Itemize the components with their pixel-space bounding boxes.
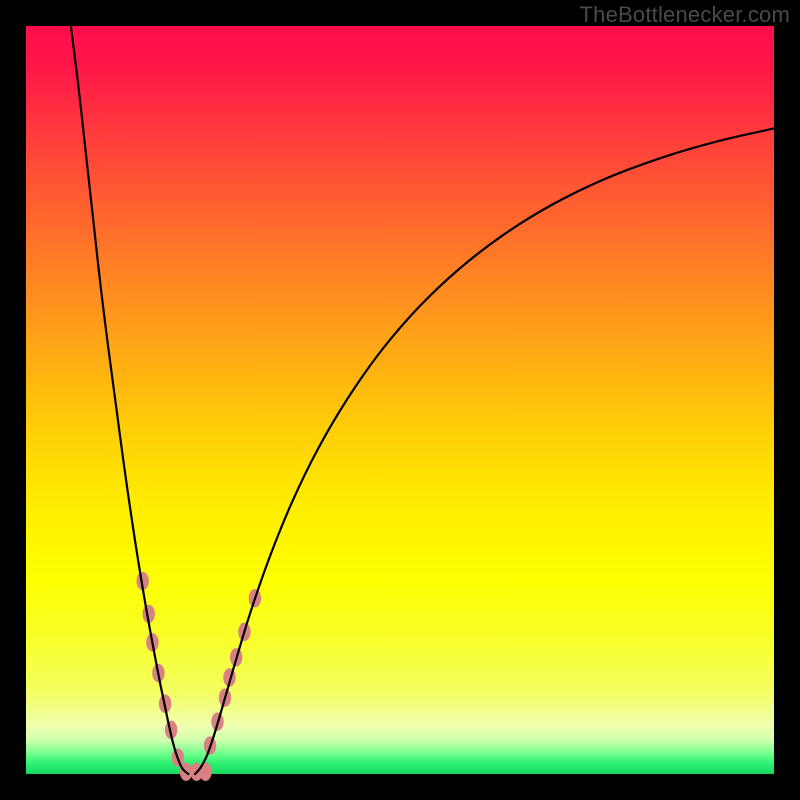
chart-frame: TheBottlenecker.com bbox=[0, 0, 800, 800]
curve-right bbox=[195, 128, 774, 774]
curves-layer bbox=[26, 26, 774, 774]
scatter-markers bbox=[136, 572, 261, 781]
plot-area bbox=[26, 26, 774, 774]
curve-left bbox=[71, 26, 188, 774]
watermark-label: TheBottlenecker.com bbox=[580, 2, 790, 28]
